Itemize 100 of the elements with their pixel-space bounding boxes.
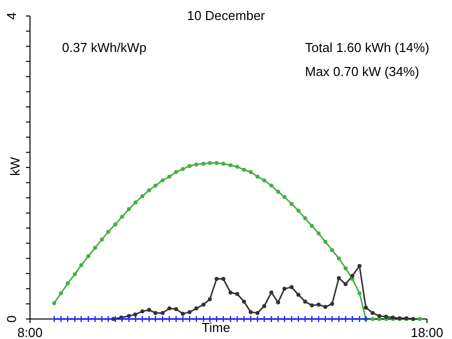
point bbox=[323, 304, 328, 309]
point bbox=[132, 315, 140, 323]
point bbox=[255, 310, 260, 315]
point bbox=[153, 310, 158, 315]
point bbox=[330, 302, 334, 306]
point bbox=[235, 164, 240, 169]
point bbox=[221, 276, 226, 281]
point bbox=[174, 307, 178, 312]
point bbox=[172, 315, 180, 323]
point bbox=[364, 306, 368, 310]
point bbox=[106, 230, 110, 234]
x-axis-title: Time bbox=[202, 320, 230, 335]
point bbox=[86, 254, 90, 258]
point bbox=[282, 195, 286, 200]
point bbox=[248, 170, 253, 174]
point bbox=[262, 178, 266, 182]
point bbox=[208, 160, 212, 165]
point bbox=[180, 167, 185, 172]
point bbox=[418, 317, 422, 321]
point bbox=[179, 315, 186, 323]
point bbox=[221, 162, 226, 166]
point bbox=[140, 309, 144, 314]
point bbox=[201, 302, 206, 307]
point bbox=[350, 274, 354, 278]
point bbox=[330, 248, 334, 252]
point bbox=[112, 315, 119, 323]
point bbox=[120, 214, 124, 219]
annotation: 0.37 kWh/kWp bbox=[62, 40, 147, 55]
point bbox=[260, 315, 268, 323]
point bbox=[335, 315, 342, 323]
point bbox=[133, 312, 138, 316]
point bbox=[52, 301, 56, 306]
point bbox=[140, 194, 144, 198]
point bbox=[242, 300, 246, 304]
annotation: Total 1.60 kWh (14%) bbox=[305, 40, 430, 55]
point bbox=[126, 207, 131, 212]
point bbox=[167, 174, 172, 179]
point bbox=[167, 306, 172, 310]
point bbox=[104, 315, 112, 323]
point bbox=[125, 315, 132, 323]
point bbox=[159, 315, 166, 323]
point bbox=[370, 317, 375, 321]
point bbox=[72, 272, 77, 276]
point bbox=[188, 164, 192, 168]
point bbox=[315, 315, 322, 323]
point bbox=[79, 263, 84, 268]
point bbox=[290, 202, 294, 206]
point bbox=[290, 285, 294, 290]
point bbox=[322, 315, 329, 323]
point bbox=[344, 282, 348, 286]
point bbox=[98, 315, 106, 323]
point bbox=[336, 276, 341, 280]
point bbox=[220, 315, 227, 323]
point bbox=[138, 315, 146, 323]
point bbox=[214, 160, 219, 165]
point bbox=[274, 315, 282, 323]
point bbox=[118, 315, 126, 323]
point bbox=[235, 292, 240, 296]
point bbox=[308, 315, 316, 323]
point bbox=[174, 170, 178, 174]
point bbox=[166, 315, 173, 323]
point bbox=[84, 315, 92, 323]
point bbox=[310, 303, 314, 308]
point bbox=[247, 315, 254, 323]
point bbox=[93, 246, 98, 250]
point bbox=[66, 281, 70, 286]
point bbox=[276, 190, 280, 194]
point bbox=[153, 184, 158, 188]
y-axis-title: kW bbox=[8, 156, 22, 178]
point bbox=[147, 308, 152, 312]
point bbox=[384, 314, 388, 319]
point bbox=[296, 208, 300, 213]
point bbox=[226, 315, 234, 323]
point bbox=[276, 300, 280, 304]
point bbox=[78, 315, 85, 323]
point bbox=[234, 315, 241, 323]
point bbox=[348, 315, 356, 323]
point bbox=[342, 315, 350, 323]
point bbox=[152, 315, 160, 323]
point bbox=[358, 291, 362, 296]
x-tick-label: 8:00 bbox=[17, 325, 43, 339]
point bbox=[194, 306, 198, 310]
point bbox=[323, 240, 328, 244]
point bbox=[268, 315, 275, 323]
point bbox=[186, 315, 194, 323]
point bbox=[64, 315, 72, 323]
x-tick-label: 18:00 bbox=[410, 325, 444, 339]
point bbox=[336, 256, 341, 260]
point bbox=[208, 297, 212, 302]
point bbox=[242, 168, 246, 172]
point bbox=[206, 315, 214, 323]
point bbox=[310, 224, 314, 228]
point bbox=[316, 302, 321, 307]
point bbox=[269, 184, 274, 188]
point bbox=[377, 314, 382, 318]
point bbox=[356, 315, 364, 323]
point bbox=[294, 315, 302, 323]
point bbox=[228, 290, 232, 294]
point bbox=[58, 291, 63, 296]
point bbox=[358, 264, 362, 268]
